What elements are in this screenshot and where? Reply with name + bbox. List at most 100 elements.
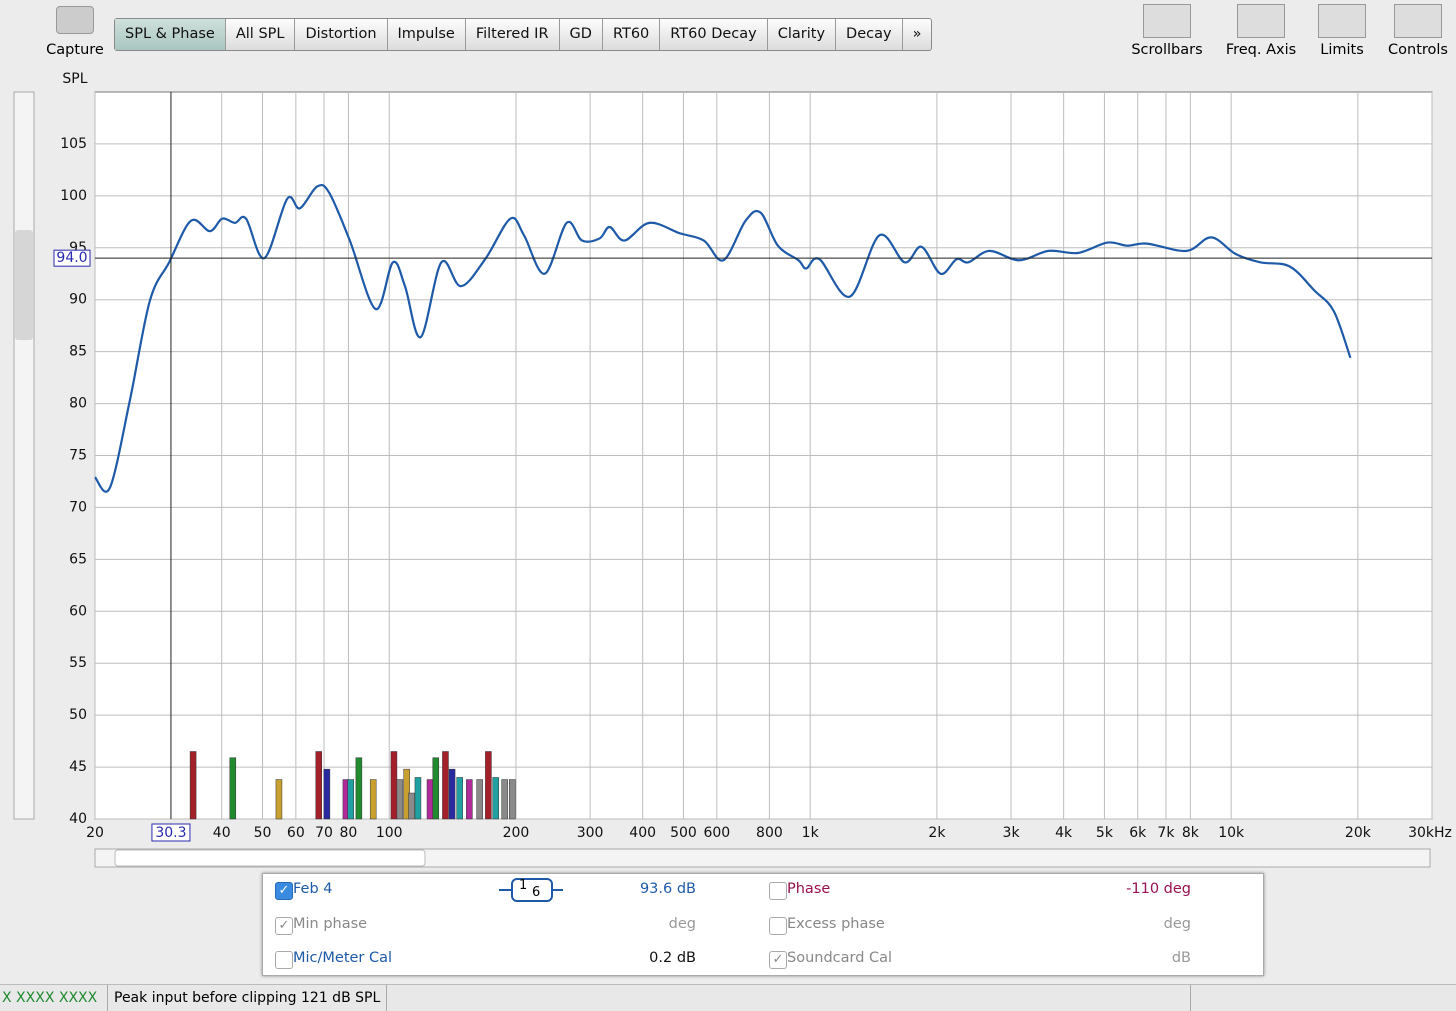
marker-bar <box>396 779 404 820</box>
y-tick-label: 80 <box>69 396 87 412</box>
status-message: Peak input before clipping 121 dB SPL <box>114 990 381 1006</box>
marker-bar <box>229 757 237 820</box>
h-scrollbar[interactable] <box>94 848 1431 868</box>
x-tick-label: 70 <box>315 825 333 841</box>
tab[interactable]: RT60 Decay <box>660 19 768 50</box>
checkbox-label: Excess phase <box>787 916 885 932</box>
checkbox[interactable] <box>275 951 293 969</box>
tab[interactable]: Clarity <box>768 19 837 50</box>
value: dB <box>1171 950 1191 966</box>
marker-bar <box>501 779 508 820</box>
y-tick-label: 65 <box>69 551 87 567</box>
value: 0.2 dB <box>649 950 696 966</box>
marker-bar <box>426 779 434 820</box>
value: -110 deg <box>1126 881 1191 897</box>
capture-button[interactable]: Capture <box>40 6 110 58</box>
marker-bar <box>492 777 499 820</box>
separator <box>1190 985 1191 1011</box>
toolbar-button[interactable]: Limits <box>1297 4 1387 58</box>
separator <box>107 985 108 1011</box>
x-tick-label: 40 <box>213 825 231 841</box>
marker-bar <box>432 757 440 820</box>
y-tick-label: 55 <box>69 655 87 671</box>
cursor-y-label: 94.0 <box>56 250 87 266</box>
tab[interactable]: GD <box>560 19 603 50</box>
y-tick-label: 85 <box>69 344 87 360</box>
tab[interactable]: Filtered IR <box>466 19 560 50</box>
y-tick-label: 105 <box>60 136 87 152</box>
x-tick-label: 400 <box>629 825 656 841</box>
checkbox[interactable]: ✓ <box>769 951 787 969</box>
checkbox[interactable]: ✓ <box>275 917 293 935</box>
toolbar-button[interactable]: Scrollbars <box>1122 4 1212 58</box>
tab[interactable]: » <box>912 26 922 42</box>
x-tick-label: 60 <box>287 825 305 841</box>
x-tick-label: 20k <box>1345 825 1372 841</box>
marker-bar <box>509 779 516 820</box>
toolbar-icon <box>1394 4 1442 38</box>
value: deg <box>1163 916 1191 932</box>
y-axis-label: SPL <box>62 71 87 87</box>
marker-bar <box>347 779 354 820</box>
tab[interactable]: RT60 <box>603 19 661 50</box>
checkbox-label: Mic/Meter Cal <box>293 950 393 966</box>
marker-bar <box>456 777 463 820</box>
marker-bar <box>466 779 473 820</box>
x-tick-label: 50 <box>254 825 272 841</box>
value: deg <box>668 916 696 932</box>
x-tick-label: 6k <box>1129 825 1147 841</box>
y-tick-label: 100 <box>60 188 87 204</box>
tab[interactable]: Decay <box>836 19 903 50</box>
tab[interactable]: All SPL <box>226 19 296 50</box>
marker-bar <box>355 757 363 820</box>
cursor-x-label: 30.3 <box>155 825 186 841</box>
marker-bar <box>390 751 398 820</box>
checkbox-label: Soundcard Cal <box>787 950 893 966</box>
capture-label: Capture <box>46 42 104 58</box>
x-tick-label: 7k <box>1157 825 1175 841</box>
tab[interactable]: SPL & Phase <box>115 19 226 50</box>
smoothing-den: 6 <box>532 885 541 900</box>
marker-bar <box>408 792 415 820</box>
x-tick-label: 30kHz <box>1408 825 1452 841</box>
checkbox[interactable]: ✓ <box>275 882 293 900</box>
marker-bar <box>485 751 492 820</box>
status-bar: X XXXX XXXX Peak input before clipping 1… <box>0 984 1456 1011</box>
x-tick-label: 500 <box>670 825 697 841</box>
toolbar-button[interactable]: Freq. Axis <box>1216 4 1306 58</box>
cursor-y-box <box>53 249 91 267</box>
toolbar-label: Scrollbars <box>1131 42 1203 58</box>
checkbox-label: Feb 4 <box>293 881 333 897</box>
h-scroll-thumb[interactable] <box>114 849 426 867</box>
marker-bar <box>275 779 283 820</box>
checkbox-label: Min phase <box>293 916 368 932</box>
checkbox[interactable] <box>769 917 787 935</box>
toolbar-label: Freq. Axis <box>1225 42 1297 58</box>
v-scroll-thumb[interactable] <box>15 230 33 340</box>
x-tick-label: 20 <box>86 825 104 841</box>
x-tick-label: 3k <box>1003 825 1021 841</box>
cursor-x-box <box>151 823 191 842</box>
smoothing-num: 1 <box>519 878 528 893</box>
y-tick-label: 70 <box>69 499 87 515</box>
y-tick-label: 90 <box>69 292 87 308</box>
value: 93.6 dB <box>639 881 696 897</box>
toolbar-icon <box>1237 4 1285 38</box>
x-tick-label: 4k <box>1055 825 1073 841</box>
toolbar-button[interactable]: Controls <box>1373 4 1456 58</box>
x-tick-label: 100 <box>376 825 403 841</box>
tab[interactable]: Distortion <box>295 19 388 50</box>
checkbox[interactable] <box>769 882 787 900</box>
v-scrollbar[interactable] <box>13 91 35 820</box>
x-tick-label: 800 <box>756 825 783 841</box>
x-tick-label: 8k <box>1182 825 1200 841</box>
marker-bar <box>476 779 483 820</box>
x-tick-label: 80 <box>340 825 358 841</box>
y-tick-label: 50 <box>69 707 87 723</box>
tab[interactable]: Impulse <box>388 19 466 50</box>
marker-bar <box>323 768 331 820</box>
x-tick-label: 10k <box>1218 825 1245 841</box>
smoothing-box <box>511 878 553 902</box>
y-tick-label: 75 <box>69 448 87 464</box>
